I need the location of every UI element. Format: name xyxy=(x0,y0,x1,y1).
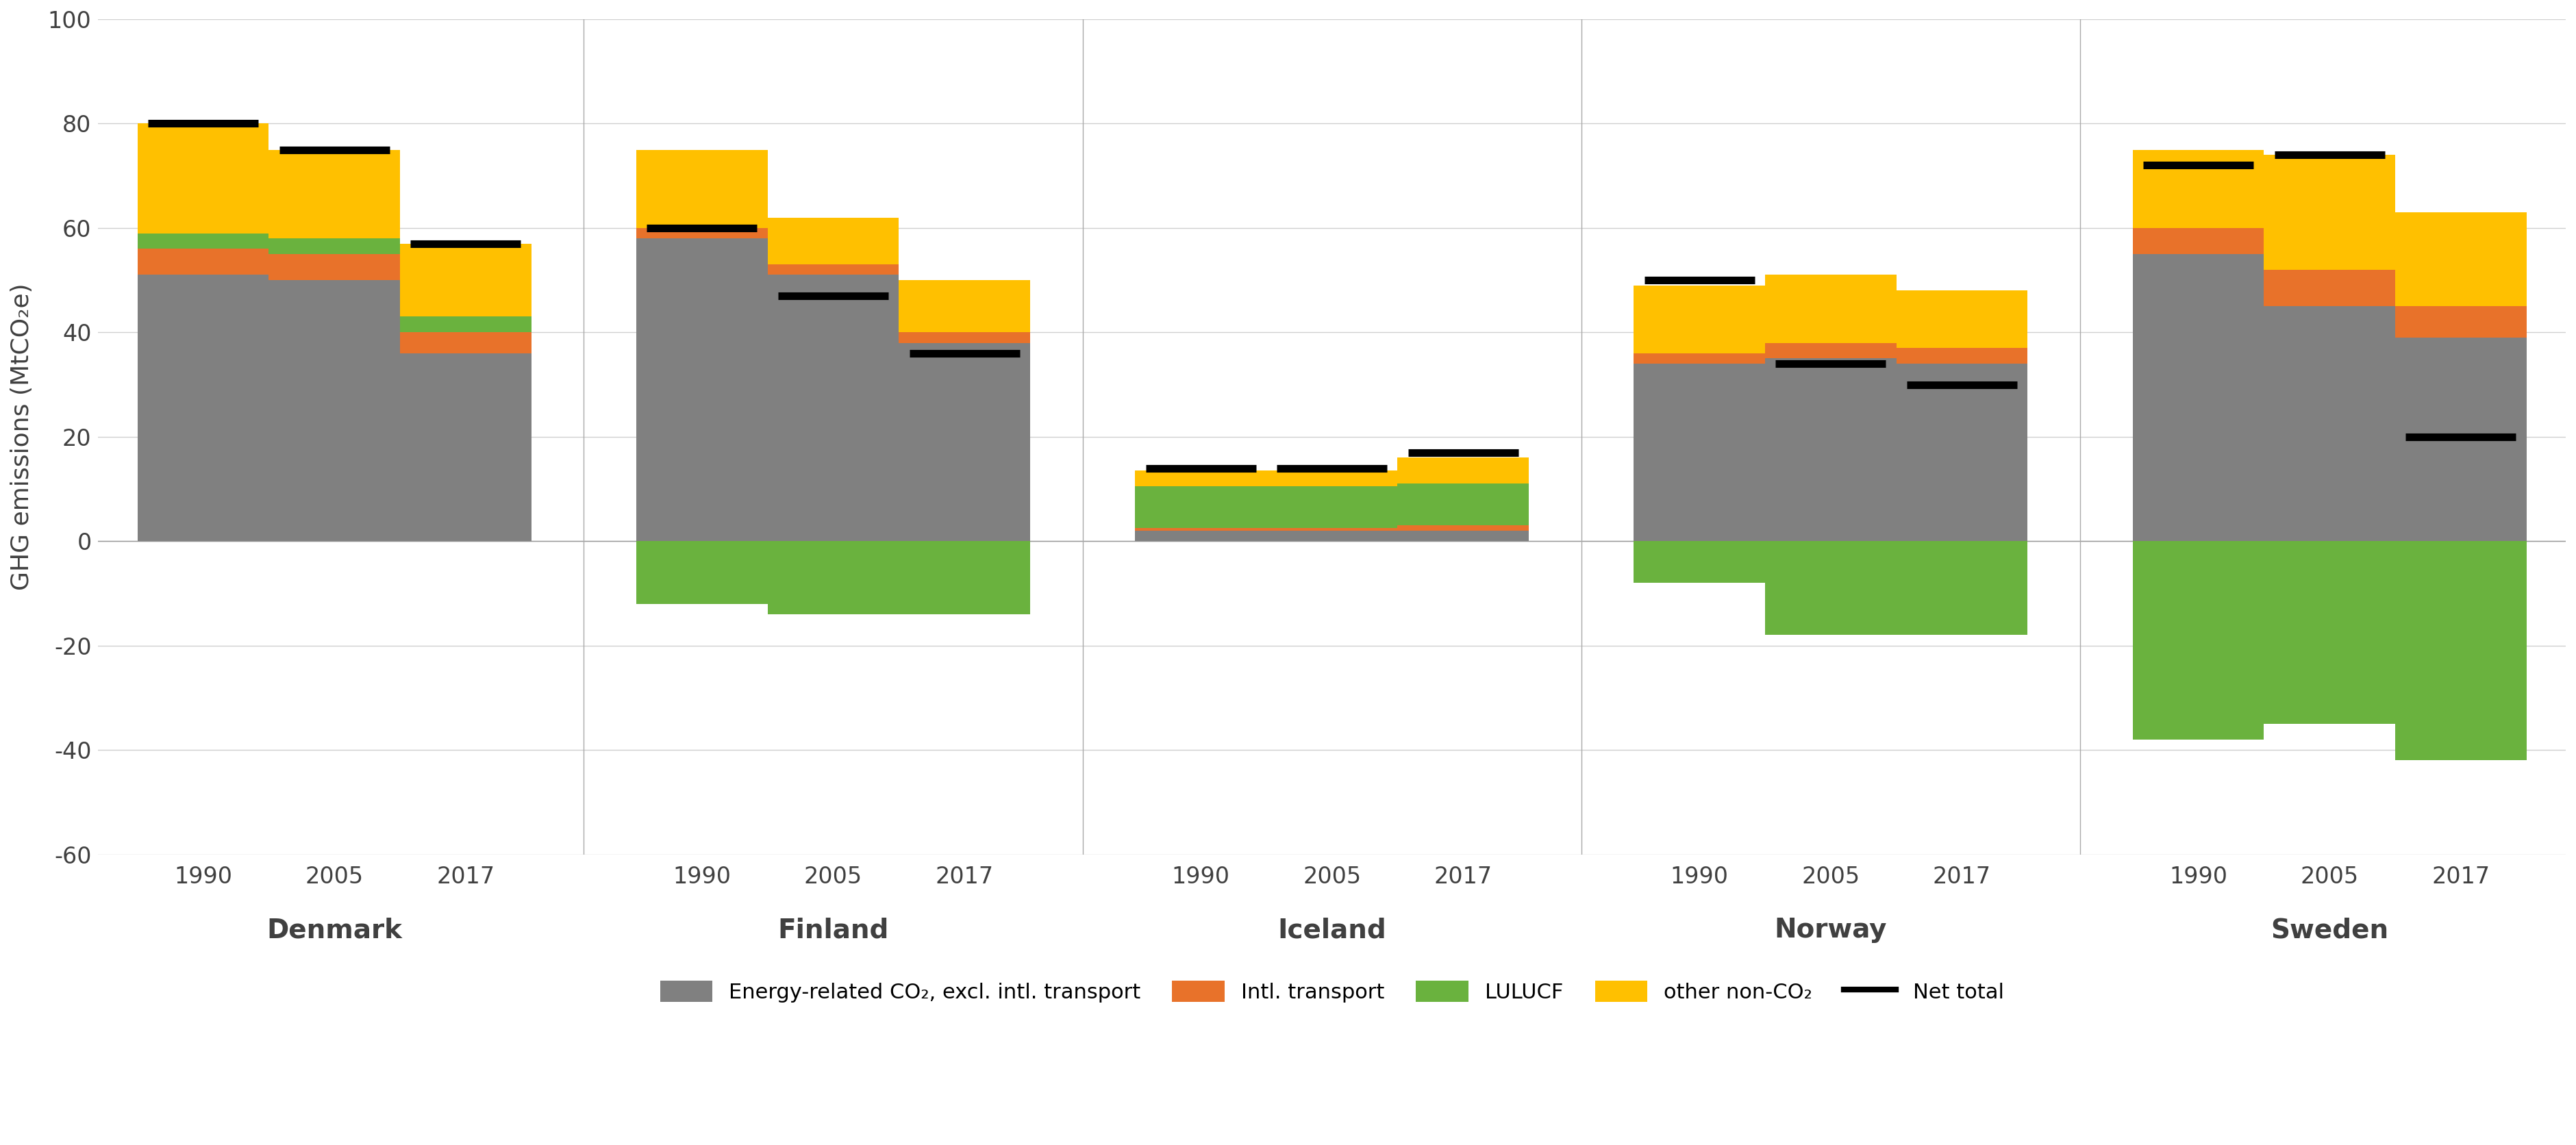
Bar xyxy=(1136,528,1267,531)
Bar xyxy=(1633,354,1765,364)
Bar xyxy=(2396,212,2527,306)
Bar xyxy=(137,275,268,542)
Bar xyxy=(1399,458,1528,483)
Bar xyxy=(2133,150,2264,228)
Bar xyxy=(2396,542,2527,760)
Bar xyxy=(768,218,899,264)
Bar xyxy=(2264,542,2396,724)
Bar xyxy=(268,281,399,542)
Bar xyxy=(399,354,531,542)
Bar xyxy=(768,542,899,614)
Bar xyxy=(1896,348,2027,364)
Bar xyxy=(137,248,268,275)
Bar xyxy=(137,124,268,234)
Bar xyxy=(1896,542,2027,635)
Bar xyxy=(2133,542,2264,740)
Bar xyxy=(1633,542,1765,583)
Bar xyxy=(2396,306,2527,338)
Bar xyxy=(1136,471,1267,487)
Bar xyxy=(1399,531,1528,542)
Bar xyxy=(1267,531,1399,542)
Bar xyxy=(768,264,899,275)
Bar xyxy=(899,542,1030,614)
Bar xyxy=(137,234,268,248)
Bar xyxy=(1399,483,1528,526)
Bar xyxy=(1765,358,1896,542)
Bar xyxy=(2264,155,2396,270)
Bar xyxy=(1136,531,1267,542)
Bar xyxy=(1765,275,1896,342)
Bar xyxy=(399,244,531,317)
Bar xyxy=(1399,526,1528,531)
Bar xyxy=(2133,254,2264,542)
Text: Norway: Norway xyxy=(1775,917,1888,943)
Bar xyxy=(1267,471,1399,487)
Bar xyxy=(1267,487,1399,528)
Bar xyxy=(636,238,768,542)
Text: Sweden: Sweden xyxy=(2269,917,2388,943)
Text: Denmark: Denmark xyxy=(268,917,402,943)
Bar xyxy=(268,254,399,281)
Text: Iceland: Iceland xyxy=(1278,917,1386,943)
Bar xyxy=(268,150,399,238)
Bar xyxy=(768,275,899,542)
Bar xyxy=(2264,306,2396,542)
Y-axis label: GHG emissions (MtCO₂e): GHG emissions (MtCO₂e) xyxy=(10,283,33,591)
Bar xyxy=(636,150,768,228)
Bar xyxy=(399,317,531,332)
Bar xyxy=(1896,364,2027,542)
Bar xyxy=(1765,542,1896,635)
Bar xyxy=(1896,291,2027,348)
Bar xyxy=(399,332,531,354)
Bar xyxy=(1765,342,1896,358)
Bar xyxy=(2264,270,2396,306)
Legend: Energy-related CO₂, excl. intl. transport, Intl. transport, LULUCF, other non-CO: Energy-related CO₂, excl. intl. transpor… xyxy=(652,972,2012,1011)
Bar xyxy=(899,342,1030,542)
Bar xyxy=(1633,364,1765,542)
Bar xyxy=(1267,528,1399,531)
Bar xyxy=(899,281,1030,332)
Bar xyxy=(636,228,768,238)
Bar xyxy=(636,542,768,603)
Text: Finland: Finland xyxy=(778,917,889,943)
Bar xyxy=(1633,285,1765,354)
Bar xyxy=(2133,228,2264,254)
Bar xyxy=(899,332,1030,342)
Bar xyxy=(1136,487,1267,528)
Bar xyxy=(268,238,399,254)
Bar xyxy=(2396,338,2527,542)
